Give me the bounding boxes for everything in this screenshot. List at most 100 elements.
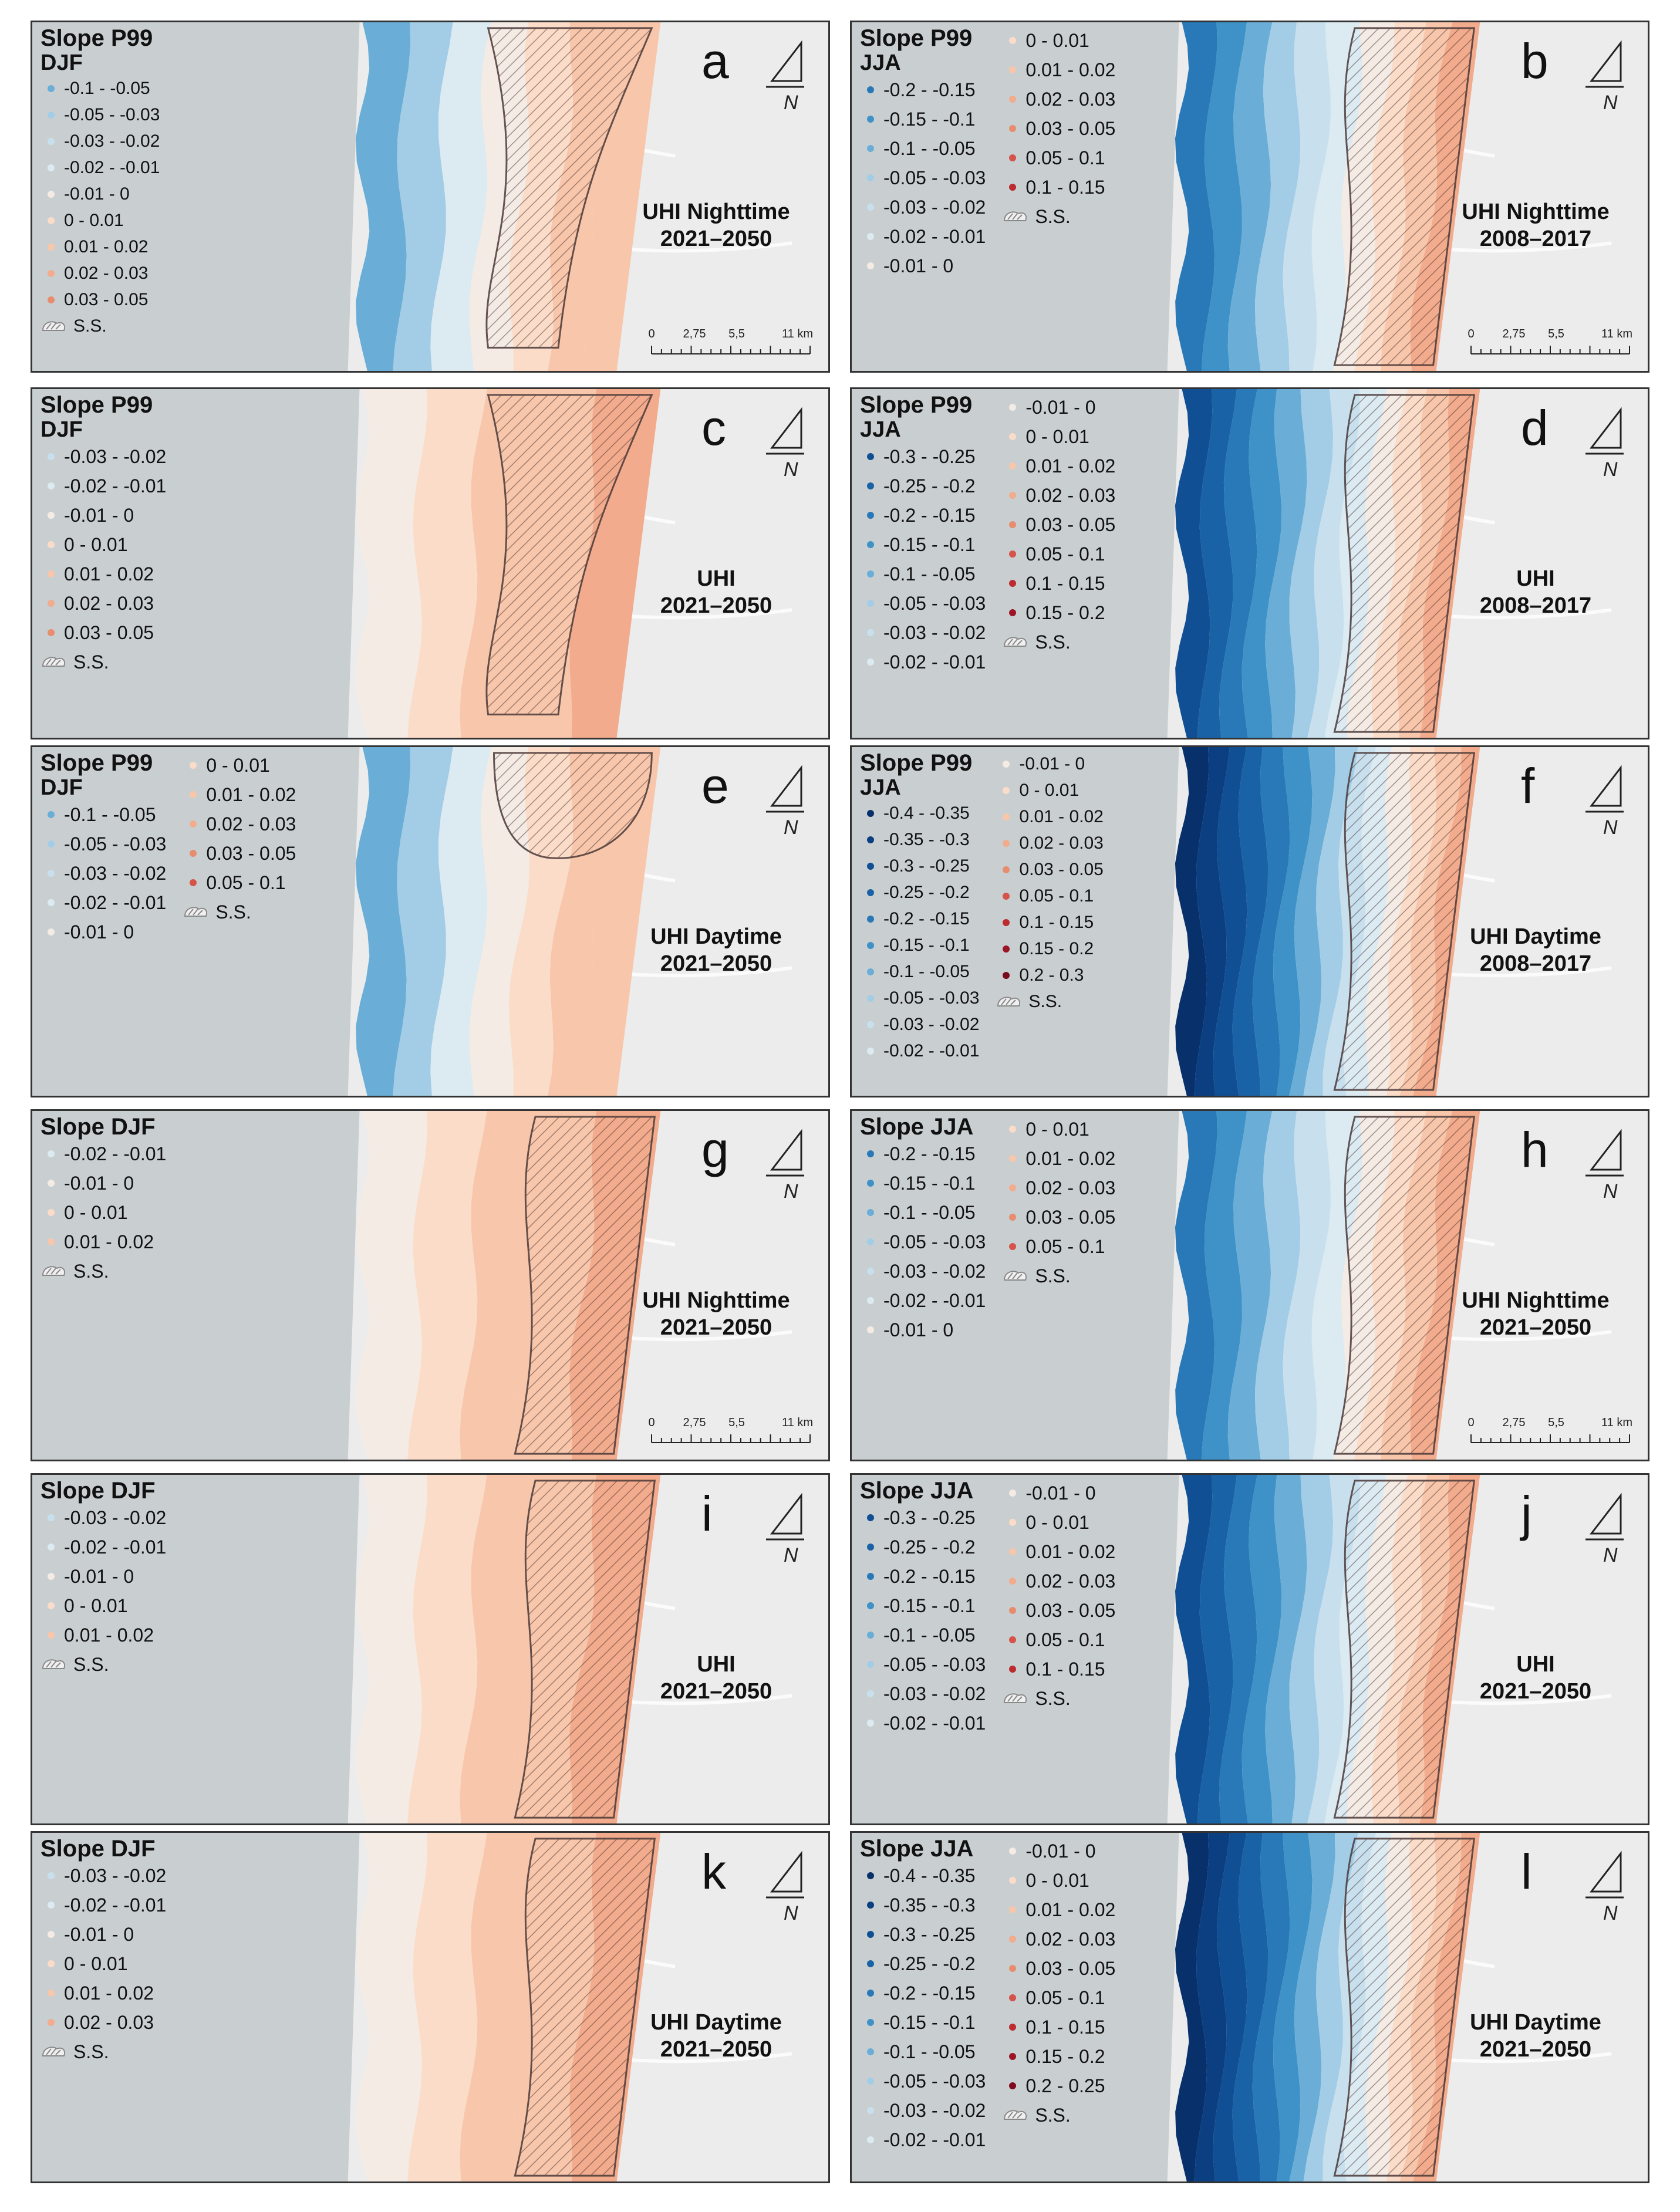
north-arrow-icon: N — [1585, 1850, 1624, 1924]
caption-line: 2021–2050 — [660, 1315, 772, 1340]
legend-item: -0.15 - -0.1 — [860, 104, 986, 134]
slope-band — [1289, 747, 1335, 1096]
legend-item: 0.02 - 0.03 — [1002, 481, 1115, 510]
legend-item-label: -0.1 - -0.05 — [883, 1624, 976, 1646]
legend-item-label: 0 - 0.01 — [1025, 425, 1089, 447]
legend-item-label: -0.02 - -0.01 — [883, 1289, 986, 1311]
caption-line: UHI Nighttime — [642, 1288, 790, 1313]
slope-band — [1242, 1475, 1282, 1823]
hatch-swatch-icon — [42, 1659, 65, 1669]
legend-item-label: 0.03 - 0.05 — [1025, 514, 1116, 535]
legend-color-dot — [867, 1150, 874, 1157]
legend-item-label: -0.02 - -0.01 — [64, 475, 167, 497]
legend-item: -0.05 - -0.03 — [860, 163, 986, 193]
legend-item-label: 0.01 - 0.02 — [64, 1624, 154, 1646]
slope-band — [1197, 389, 1237, 738]
legend-item: -0.01 - 0 — [860, 1315, 986, 1345]
slope-band — [1201, 22, 1247, 371]
legend-item: -0.4 - -0.35 — [860, 1861, 986, 1890]
significance-area — [514, 1480, 656, 1819]
legend-item: 0.02 - 0.03 — [1002, 1924, 1115, 1954]
legend-color-dot — [1009, 1490, 1017, 1497]
legend-ss-label: S.S. — [73, 316, 107, 336]
legend-color-dot — [867, 1209, 874, 1216]
map-panel-h: Slope JJA -0.2 - -0.15 -0.15 - -0.1 -0.1 - … — [850, 1109, 1649, 1461]
legend-item-label: -0.35 - -0.3 — [883, 1894, 976, 1916]
slope-band — [1201, 1111, 1247, 1460]
legend-color-dot — [1009, 580, 1017, 587]
slope-band — [355, 389, 428, 738]
legend-color-dot — [867, 86, 874, 93]
legend-item-label: -0.03 - -0.02 — [64, 1865, 167, 1886]
panel-letter: k — [701, 1844, 726, 1899]
panel-letter: b — [1521, 33, 1549, 89]
legend-item: -0.05 - -0.03 — [41, 102, 160, 128]
legend-item-label: -0.15 - -0.1 — [883, 2011, 976, 2033]
legend-item: -0.05 - -0.03 — [860, 1650, 986, 1679]
legend-item-label: 0.02 - 0.03 — [64, 592, 154, 614]
legend-item-label: 0.02 - 0.03 — [1025, 1177, 1116, 1198]
scale-bar: 0 2,75 5,5 11 km — [1468, 1416, 1632, 1443]
slope-band — [1194, 747, 1230, 1096]
slope-band — [1242, 389, 1282, 738]
map-caption: UHI 2021–2050 — [619, 565, 813, 619]
scale-tick-label: 5,5 — [728, 327, 745, 340]
legend-color-dot — [48, 1632, 55, 1639]
scale-tick-label: 5,5 — [1548, 327, 1564, 340]
map-canvas — [32, 22, 828, 371]
significance-area — [493, 752, 653, 859]
legend-season: DJF — [41, 775, 83, 800]
legend-item: 0.01 - 0.02 — [1002, 1144, 1115, 1173]
legend-item-label: -0.03 - -0.02 — [64, 862, 167, 884]
legend-color-dot — [867, 1326, 874, 1333]
legend-ss-label: S.S. — [1035, 2104, 1071, 2126]
slope-band — [1303, 1833, 1358, 2181]
legend-item-label: -0.01 - 0 — [1019, 754, 1085, 774]
legend-item: -0.15 - -0.1 — [860, 1591, 986, 1620]
legend-color-dot — [1009, 1243, 1017, 1250]
legend-color-dot — [1009, 96, 1017, 103]
legend-item-label: 0 - 0.01 — [64, 1201, 128, 1223]
legend-color-dot — [1003, 760, 1010, 768]
caption-line: 2021–2050 — [660, 1679, 772, 1704]
legend-item: 0.1 - 0.15 — [1002, 2012, 1115, 2042]
legend-color-dot — [190, 762, 197, 769]
legend-color-dot — [1009, 1994, 1017, 2001]
legend-item-label: 0.02 - 0.03 — [1019, 833, 1104, 853]
panel-letter: c — [701, 400, 726, 455]
legend-item: -0.1 - -0.05 — [860, 958, 979, 985]
legend-color-dot — [48, 111, 55, 119]
legend-item-label: -0.1 - -0.05 — [64, 803, 156, 825]
caption-line: UHI Daytime — [650, 2010, 782, 2035]
legend-color-dot — [1009, 551, 1017, 558]
legend-season: DJF — [41, 417, 83, 442]
north-arrow-icon: N — [1585, 1492, 1624, 1566]
legend-item-label: -0.02 - -0.01 — [64, 1894, 167, 1916]
legend-item-label: -0.05 - -0.03 — [883, 988, 980, 1008]
legend-color-dot — [1009, 1936, 1017, 1943]
legend-item: -0.4 - -0.35 — [860, 800, 979, 826]
legend-ss-label: S.S. — [1035, 1687, 1071, 1709]
legend-item-label: -0.05 - -0.03 — [883, 1653, 986, 1675]
legend-item-label: 0.01 - 0.02 — [1025, 1541, 1116, 1562]
scale-tick-label: 0 — [1468, 327, 1475, 340]
legend-item: -0.01 - 0 — [41, 501, 166, 530]
legend-item: -0.1 - -0.05 — [860, 1198, 986, 1227]
slope-band — [407, 389, 487, 738]
legend: Slope P99 JJA -0.2 - -0.15 -0.15 - -0.1 -0.1… — [860, 26, 1115, 281]
slope-band — [1213, 1833, 1247, 2181]
legend-item-label: 0.01 - 0.02 — [1025, 59, 1116, 80]
legend-item-label: -0.05 - -0.03 — [883, 592, 986, 614]
legend-color-dot — [1009, 1848, 1017, 1855]
caption-line: UHI Daytime — [1470, 2010, 1601, 2035]
legend-color-dot — [867, 629, 874, 636]
legend-item: -0.2 - -0.15 — [860, 1978, 986, 2008]
legend-color-dot — [190, 850, 197, 857]
legend-item: 0 - 0.01 — [183, 751, 296, 780]
legend-color-dot — [48, 137, 55, 145]
slope-band — [1175, 1475, 1213, 1823]
legend-item-label: 0.02 - 0.03 — [64, 2011, 154, 2033]
caption-line: UHI — [1516, 566, 1555, 591]
legend-item: 0.01 - 0.02 — [1002, 1895, 1115, 1924]
legend-item-label: -0.03 - -0.02 — [64, 1507, 167, 1528]
